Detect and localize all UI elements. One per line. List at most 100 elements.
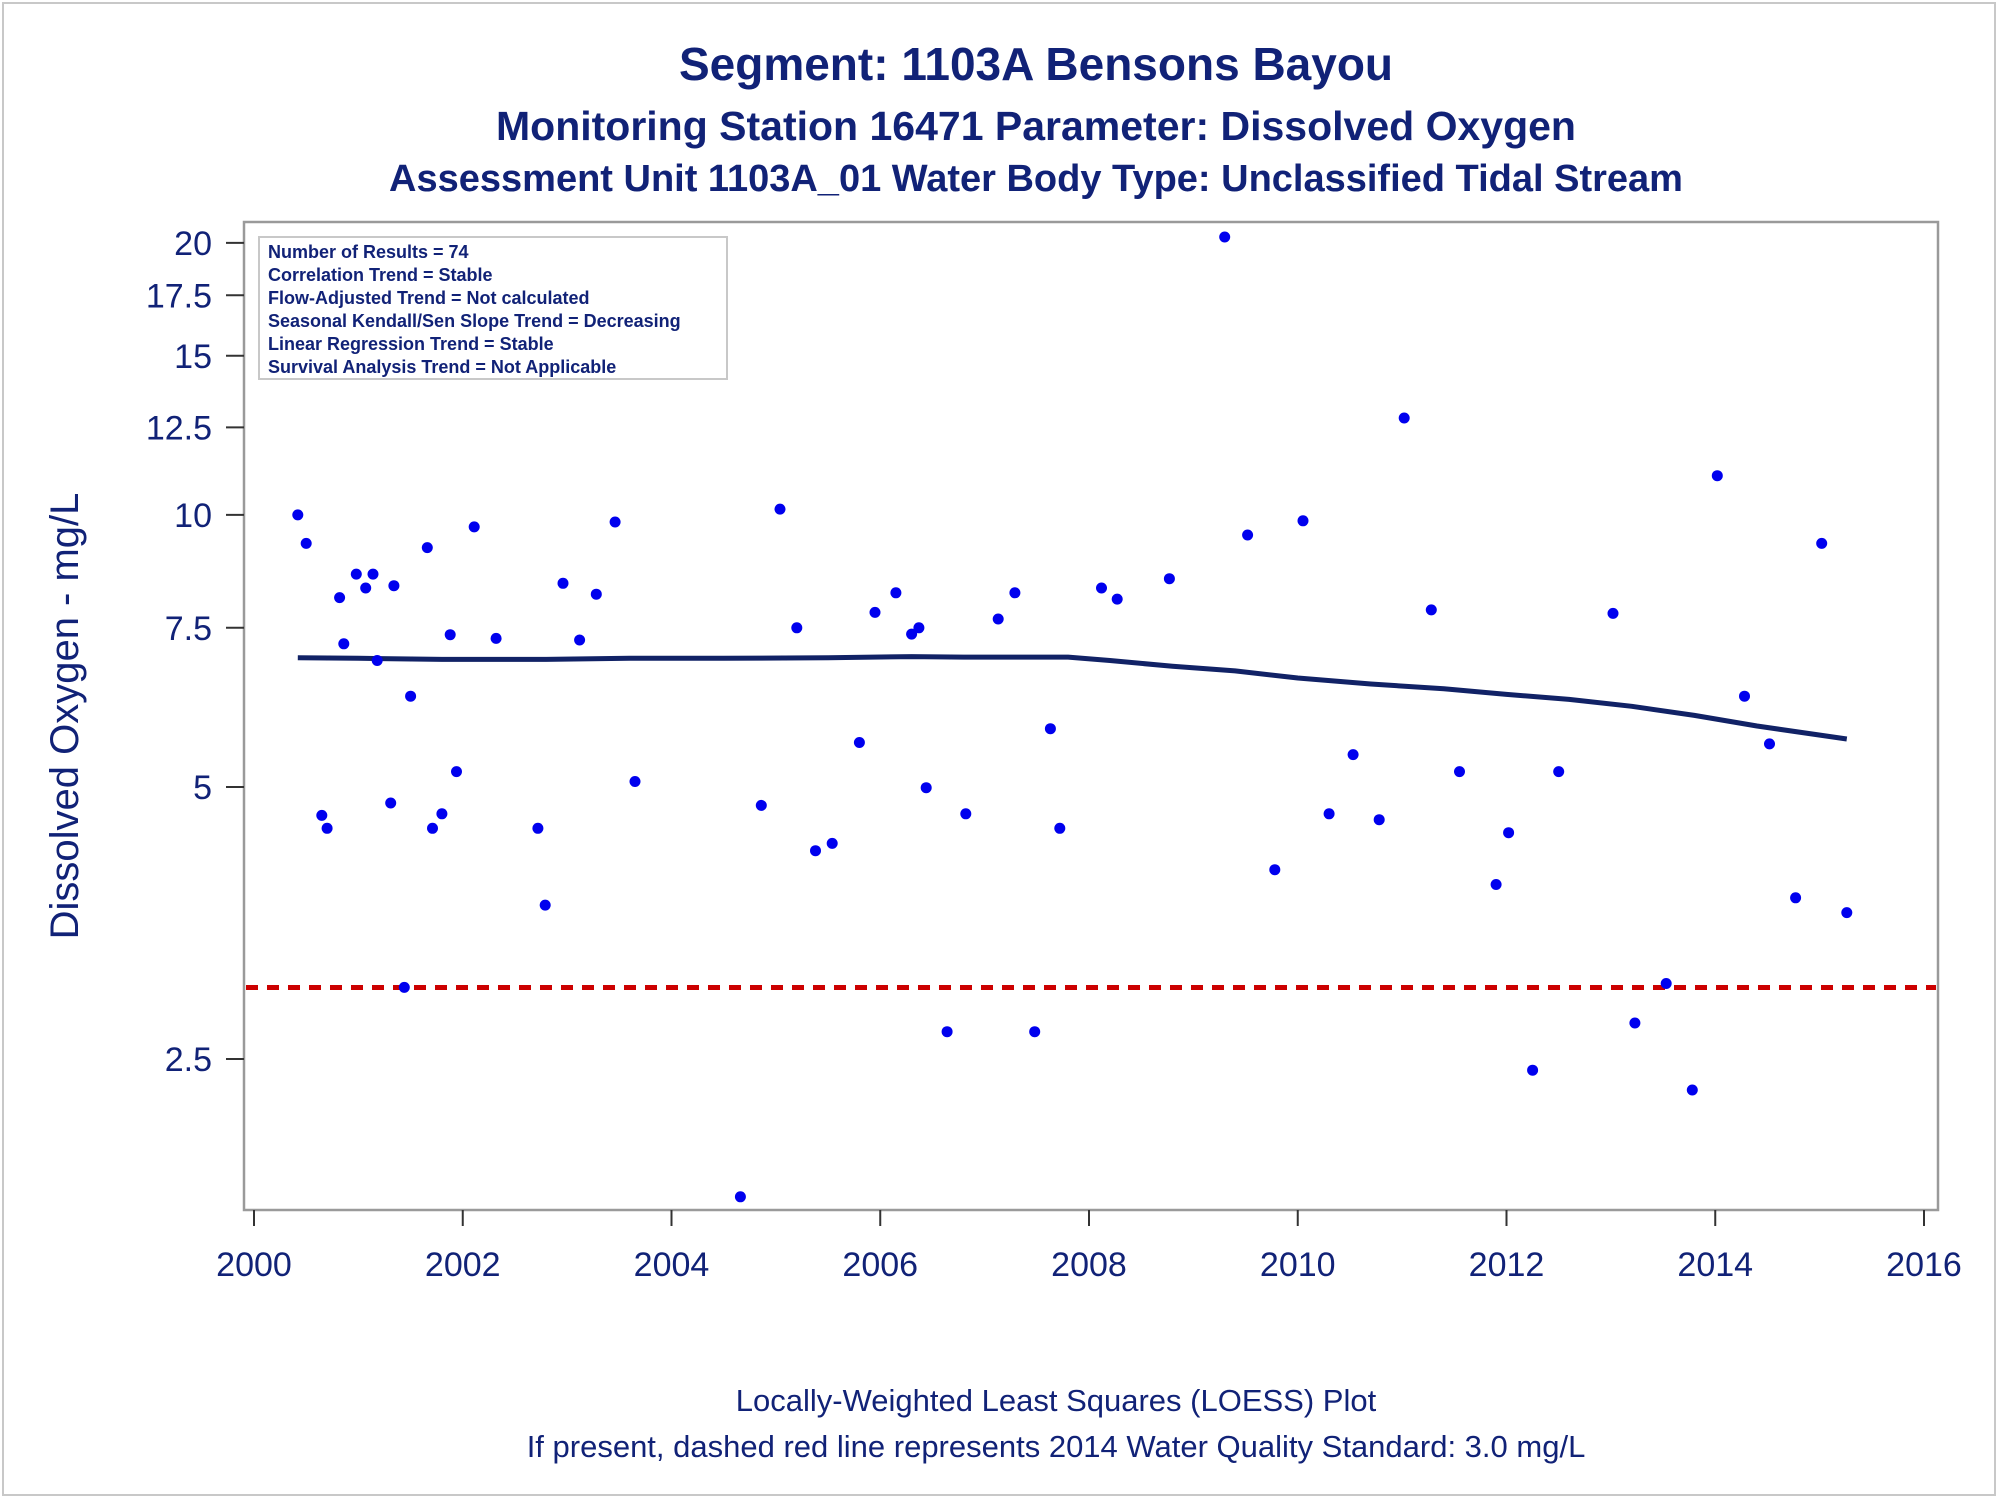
data-point <box>1686 1084 1698 1096</box>
chart-subtitle-2: Assessment Unit 1103A_01 Water Body Type… <box>389 158 1683 200</box>
data-point <box>1739 690 1750 702</box>
data-point <box>1269 864 1281 876</box>
data-point <box>385 797 397 809</box>
data-point <box>1163 573 1175 585</box>
data-point <box>1398 412 1410 424</box>
data-point <box>1841 907 1853 919</box>
x-tick-label: 2002 <box>425 1246 501 1284</box>
stats-line-seasonal-kendall: Seasonal Kendall/Sen Slope Trend = Decre… <box>268 311 681 331</box>
data-point <box>960 808 972 820</box>
data-point <box>557 577 569 589</box>
data-point <box>388 580 400 592</box>
data-point <box>1096 582 1107 594</box>
data-point <box>1347 749 1359 761</box>
data-point <box>532 822 544 834</box>
loess-trend-line <box>297 654 1848 742</box>
data-point <box>590 588 602 600</box>
data-point <box>920 782 932 794</box>
stats-box: Number of Results = 74 Correlation Trend… <box>258 236 728 380</box>
data-point <box>316 809 328 821</box>
data-point <box>468 521 480 533</box>
x-tick-label: 2000 <box>216 1246 292 1284</box>
data-point <box>853 737 865 748</box>
data-point <box>609 516 621 528</box>
data-point <box>300 537 312 549</box>
x-tick-label: 2012 <box>1469 1246 1545 1284</box>
stats-line-survival: Survival Analysis Trend = Not Applicable <box>268 357 616 377</box>
data-point <box>629 776 641 787</box>
y-tick-label: 5 <box>193 769 212 807</box>
stats-line-flow-adjusted: Flow-Adjusted Trend = Not calculated <box>268 288 590 308</box>
y-tick-label: 15 <box>174 338 212 376</box>
y-tick-label: 20 <box>174 225 212 263</box>
data-point <box>1527 1064 1539 1076</box>
data-point <box>490 632 502 644</box>
data-points <box>292 231 1853 1203</box>
y-axis-label: Dissolved Oxygen - mg/L <box>43 493 87 940</box>
data-point <box>1425 604 1437 616</box>
data-point <box>1297 515 1309 527</box>
data-point <box>734 1191 746 1203</box>
data-point <box>350 568 362 580</box>
data-point <box>539 899 551 911</box>
data-point <box>1009 587 1021 599</box>
data-point <box>1054 822 1066 834</box>
y-tick-label: 17.5 <box>146 277 212 315</box>
data-point <box>1490 879 1502 890</box>
x-tick-label: 2006 <box>842 1246 918 1284</box>
data-point <box>1323 808 1335 820</box>
chart-title: Segment: 1103A Bensons Bayou <box>679 38 1393 90</box>
y-tick-label: 12.5 <box>146 409 212 447</box>
data-point <box>755 799 767 811</box>
data-point <box>367 568 379 580</box>
data-point <box>890 587 902 599</box>
data-point <box>1790 892 1802 904</box>
x-tick-label: 2010 <box>1260 1246 1336 1284</box>
data-point <box>1111 593 1123 605</box>
data-point <box>427 822 438 834</box>
x-tick-label: 2014 <box>1677 1246 1753 1284</box>
data-point <box>1219 231 1231 243</box>
data-point <box>941 1026 953 1038</box>
data-point <box>405 690 417 702</box>
x-axis: 2000 2002 2004 2006 2008 2010 2012 2014 2016 <box>216 1210 1962 1284</box>
data-point <box>360 582 372 594</box>
x-tick-label: 2008 <box>1051 1246 1127 1284</box>
data-point <box>992 613 1004 625</box>
data-point <box>810 845 821 857</box>
data-point <box>1503 827 1515 839</box>
footnote-standard: If present, dashed red line represents 2… <box>527 1429 1586 1464</box>
data-point <box>869 606 881 618</box>
y-tick-label: 10 <box>174 497 212 535</box>
data-point <box>1242 529 1254 541</box>
data-point <box>1764 738 1775 750</box>
data-point <box>913 622 925 634</box>
data-point <box>338 638 350 650</box>
data-point <box>1660 978 1672 989</box>
data-point <box>1553 766 1565 778</box>
stats-box-border <box>258 236 728 380</box>
chart-subtitle: Monitoring Station 16471 Parameter: Diss… <box>496 103 1576 149</box>
data-point <box>398 981 410 993</box>
stats-line-linear-regression: Linear Regression Trend = Stable <box>268 334 554 354</box>
footnote-loess: Locally-Weighted Least Squares (LOESS) P… <box>736 1383 1377 1418</box>
data-point <box>321 822 333 834</box>
data-point <box>791 622 803 634</box>
data-point <box>292 509 304 521</box>
data-point <box>574 634 586 646</box>
stats-line-correlation: Correlation Trend = Stable <box>268 265 493 285</box>
data-point <box>826 837 838 849</box>
data-point <box>1816 537 1828 549</box>
plot-area <box>242 220 1940 1212</box>
x-tick-label: 2016 <box>1886 1246 1962 1284</box>
stats-line-results: Number of Results = 74 <box>268 242 469 262</box>
data-point <box>906 628 918 640</box>
y-tick-label: 2.5 <box>165 1041 212 1079</box>
data-point <box>1607 607 1619 619</box>
data-point <box>1454 766 1465 778</box>
data-point <box>1029 1026 1041 1038</box>
data-point <box>371 655 383 666</box>
data-point <box>1711 470 1723 482</box>
